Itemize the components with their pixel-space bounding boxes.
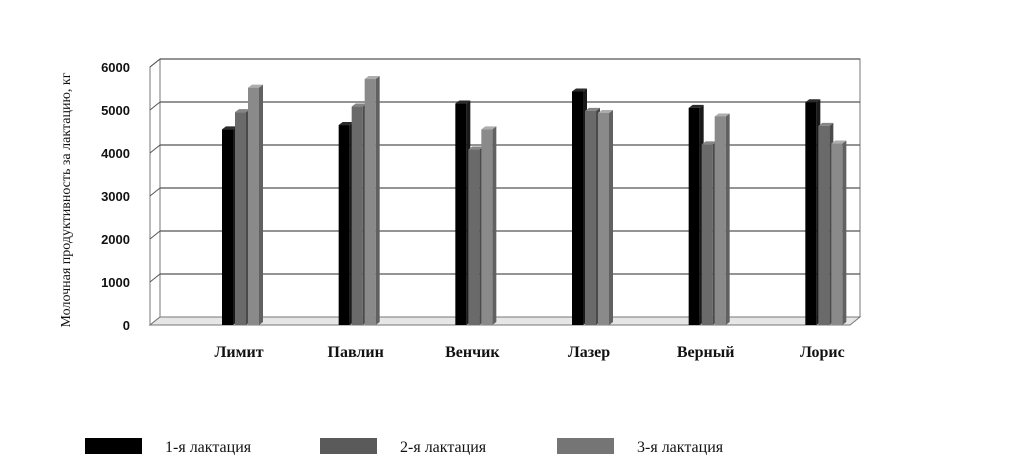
bar-front [572,91,583,325]
x-category-label: Лорис [800,344,845,361]
bar [805,99,821,325]
plot-area: 0 1000 2000 3000 4000 5000 6000 Лимит Павлин Венч… [101,57,862,361]
y-tick-label: 1000 [101,275,130,290]
bar [248,84,263,325]
y-axis-label: Молочная продуктивность за лактацию, кг [59,72,74,327]
legend-swatch [320,438,377,454]
bar-side [725,113,730,325]
bar [338,122,354,325]
legend-swatch [85,438,142,454]
gridline-side [149,58,161,68]
x-category-label: Лимит [214,344,263,361]
bar-top [585,107,600,111]
bar-top [688,104,704,108]
bar-side [842,140,847,325]
bar-front [351,106,363,325]
x-category-label: Лазер [568,344,610,361]
bar [598,110,613,325]
bar-top [701,141,717,145]
y-tick-label: 2000 [101,232,130,247]
y-tick-label: 0 [123,318,130,333]
bar-front [831,143,843,325]
bar [351,103,367,325]
bar [364,76,380,325]
legend-item: 1-я лактация [85,438,252,456]
bar-top [714,113,730,117]
bar-front [805,102,817,325]
bar-top [351,103,367,107]
bar [585,107,600,325]
bar-front [688,107,700,325]
y-tick-label: 5000 [101,103,130,118]
bar-front [818,125,830,325]
bar [831,140,847,325]
bar-front [585,110,596,325]
bar-front [338,125,350,325]
bar-top [598,110,613,114]
bar-top [455,100,471,104]
legend-swatch [557,438,614,454]
bar-front [701,144,713,325]
bar-side [609,110,613,325]
bar-front [455,103,467,325]
bar-side [492,126,497,325]
bar-front [481,129,493,325]
bar-side [375,76,380,325]
x-category-label: Венчик [445,344,500,361]
bar-front [248,87,259,325]
bar-front [468,149,480,325]
bar-side [259,84,263,325]
bar-top [831,140,847,144]
gridline-side [149,230,161,240]
x-category-label: Павлин [328,344,384,361]
bar-front [235,112,246,326]
bar-top [248,84,263,88]
bar-top [818,122,834,126]
bar-front [714,116,726,325]
bar-top [338,122,354,126]
y-tick-label: 6000 [101,60,130,75]
bar [235,109,250,326]
legend-label: 3-я лактация [637,439,724,456]
legend-item: 2-я лактация [320,438,487,456]
bar [688,104,704,325]
gridline-side [149,144,161,154]
bar [701,141,717,325]
bar [468,146,484,325]
y-tick-label: 3000 [101,189,130,204]
bar-top [805,99,821,103]
bar-top [468,146,484,150]
gridline-side [149,101,161,111]
bar-top [481,126,497,130]
legend-item: 3-я лактация [557,438,724,456]
bar [222,126,237,325]
bar [481,126,497,325]
legend-label: 1-я лактация [165,439,252,456]
bar-front [364,79,376,325]
bar-top [235,109,250,113]
bar [714,113,730,325]
y-tick-label: 4000 [101,146,130,161]
bar-top [572,88,587,92]
bar-top [222,126,237,130]
gridline-side [149,187,161,197]
x-category-label: Верный [677,344,735,361]
legend-label: 2-я лактация [400,439,487,456]
floor [148,316,862,326]
legend: 1-я лактация 2-я лактация 3-я лактация [85,438,724,456]
bar-front [598,113,609,325]
gridline-side [149,273,161,283]
bar-front [222,129,233,325]
bar [572,88,587,325]
bar-top [364,76,380,80]
bar [818,122,834,325]
bar [455,100,471,325]
